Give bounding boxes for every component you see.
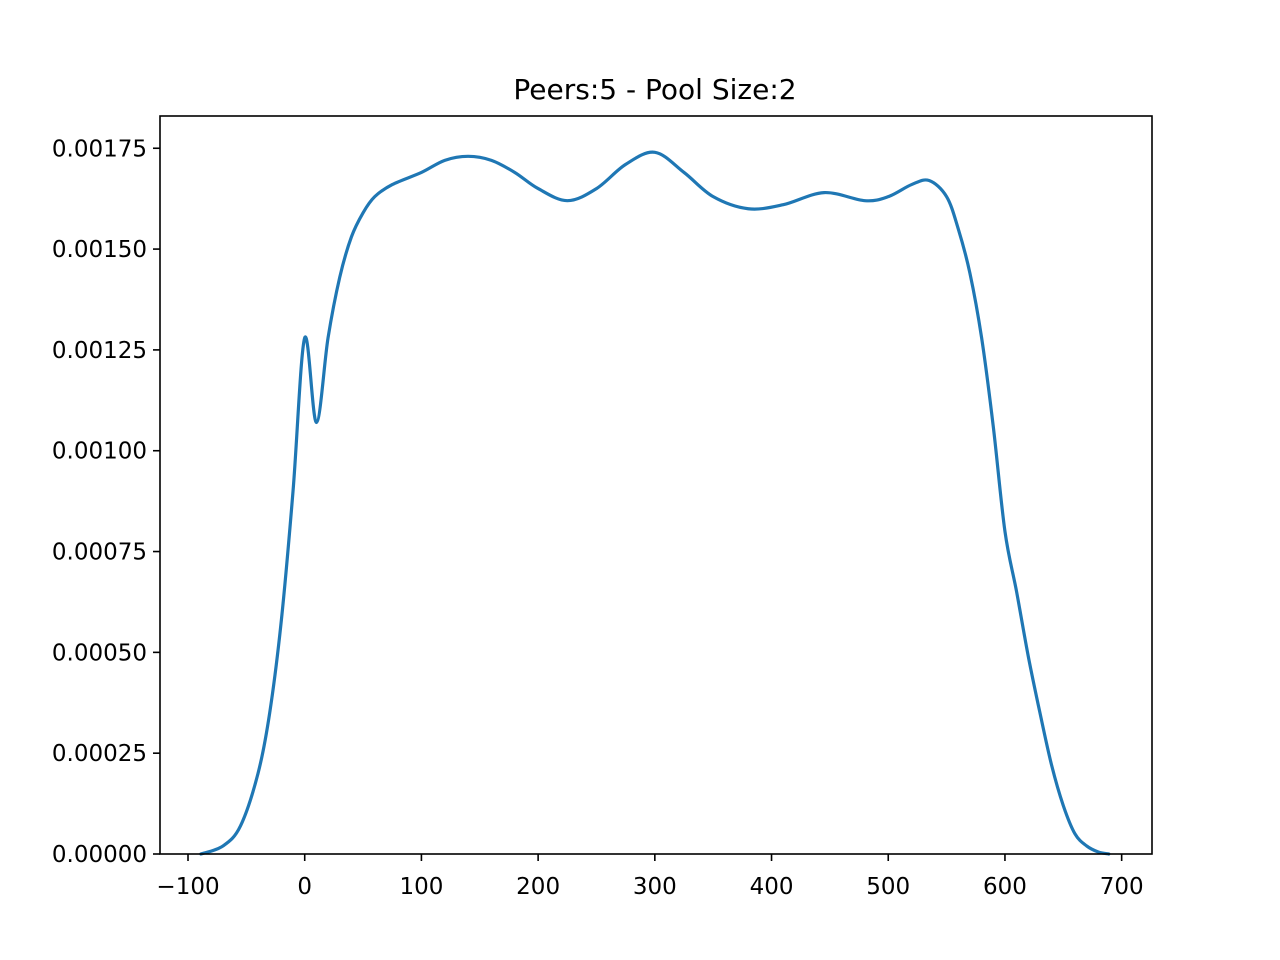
y-tick-label: 0.00125 (52, 338, 147, 364)
x-tick-label: 100 (399, 874, 443, 900)
x-axis: −100 0 100 200 300 400 500 600 700 (156, 854, 1144, 900)
series-line-density (199, 150, 1111, 856)
y-tick-label: 0.00050 (52, 640, 147, 666)
x-tick-label: −100 (156, 874, 219, 900)
axes-frame (159, 115, 1153, 855)
y-tick-label: 0.00000 (52, 842, 147, 868)
x-tick-label: 500 (866, 874, 910, 900)
x-tick-label: 700 (1100, 874, 1144, 900)
x-tick-label: 200 (516, 874, 560, 900)
x-tick-label: 600 (983, 874, 1027, 900)
x-tick-label: 400 (750, 874, 794, 900)
y-tick-label: 0.00075 (52, 540, 147, 566)
y-tick-label: 0.00025 (52, 741, 147, 767)
y-tick-label: 0.00100 (52, 439, 147, 465)
y-axis: 0.00000 0.00025 0.00050 0.00075 0.00100 0.001… (52, 136, 160, 868)
y-tick-label: 0.00150 (52, 237, 147, 263)
y-tick-label: 0.00175 (52, 136, 147, 162)
chart-title: Peers:5 - Pool Size:2 (513, 73, 796, 106)
x-tick-label: 0 (297, 874, 312, 900)
plot-area (199, 150, 1111, 856)
x-tick-label: 300 (633, 874, 677, 900)
